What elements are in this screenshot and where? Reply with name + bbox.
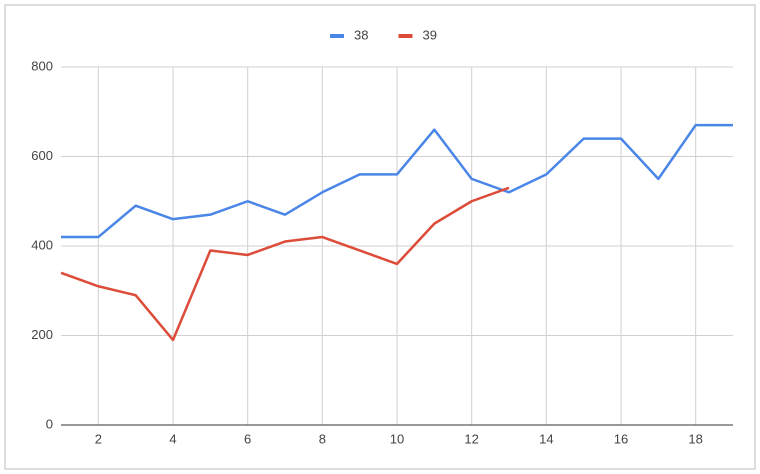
x-tick-label: 18 <box>688 431 702 446</box>
x-tick-label: 8 <box>319 431 326 446</box>
y-tick-label: 400 <box>31 237 53 252</box>
x-tick-label: 14 <box>539 431 553 446</box>
y-tick-label: 800 <box>31 58 53 73</box>
legend-label: 38 <box>354 27 368 42</box>
x-tick-label: 12 <box>464 431 478 446</box>
x-tick-label: 6 <box>244 431 251 446</box>
x-tick-label: 2 <box>95 431 102 446</box>
x-tick-label: 16 <box>614 431 628 446</box>
y-tick-label: 200 <box>31 327 53 342</box>
x-tick-label: 4 <box>169 431 176 446</box>
chart-frame <box>4 4 756 470</box>
y-tick-label: 0 <box>46 416 53 431</box>
series-line <box>60 186 510 342</box>
series-line <box>61 123 733 239</box>
y-tick-label: 600 <box>31 148 53 163</box>
x-tick-label: 10 <box>390 431 404 446</box>
legend-label: 39 <box>422 27 436 42</box>
